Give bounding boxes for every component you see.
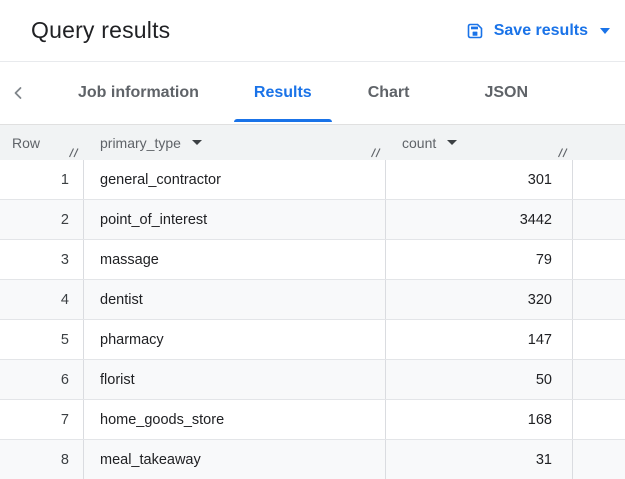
chevron-left-icon[interactable] (10, 85, 34, 101)
filler-cell (573, 160, 625, 199)
filler-cell (573, 280, 625, 319)
count-cell: 320 (386, 280, 573, 319)
page-title: Query results (31, 17, 171, 43)
column-resize-handle-icon[interactable] (557, 147, 568, 158)
column-header-count[interactable]: count (386, 125, 573, 160)
primary-type-cell: meal_takeaway (84, 440, 386, 479)
primary-type-cell: pharmacy (84, 320, 386, 359)
column-header-row-label: Row (12, 134, 41, 151)
row-number-cell: 2 (0, 200, 84, 239)
column-header-primary-type-label: primary_type (100, 134, 181, 151)
filler-cell (573, 400, 625, 439)
count-cell: 168 (386, 400, 573, 439)
row-number-cell: 4 (0, 280, 84, 319)
row-number-cell: 6 (0, 360, 84, 399)
arrow-drop-down-icon (600, 27, 610, 34)
row-number-cell: 8 (0, 440, 84, 479)
filler-cell (573, 200, 625, 239)
table-row: 4 dentist 320 (0, 280, 625, 320)
column-header-count-label: count (402, 134, 437, 151)
table-row: 8 meal_takeaway 31 (0, 440, 625, 479)
table-header-row: Row primary_type count (0, 124, 625, 160)
count-cell: 79 (386, 240, 573, 279)
table-row: 6 florist 50 (0, 360, 625, 400)
results-tab-bar: Job information Results Chart JSON (0, 62, 625, 124)
filler-cell (573, 240, 625, 279)
primary-type-cell: home_goods_store (84, 400, 386, 439)
count-cell: 50 (386, 360, 573, 399)
row-number-cell: 3 (0, 240, 84, 279)
table-row: 7 home_goods_store 168 (0, 400, 625, 440)
column-header-primary-type[interactable]: primary_type (84, 125, 386, 160)
results-table: Row primary_type count (0, 124, 625, 479)
row-number-cell: 7 (0, 400, 84, 439)
table-row: 1 general_contractor 301 (0, 160, 625, 200)
primary-type-cell: dentist (84, 280, 386, 319)
filler-cell (573, 360, 625, 399)
filler-cell (573, 320, 625, 359)
count-cell: 147 (386, 320, 573, 359)
table-body: 1 general_contractor 301 2 point_of_interest… (0, 160, 625, 479)
primary-type-cell: florist (84, 360, 386, 399)
count-cell: 301 (386, 160, 573, 199)
tab-job-information[interactable]: Job information (78, 84, 199, 101)
arrow-drop-down-icon[interactable] (191, 140, 202, 145)
save-icon (465, 21, 485, 41)
count-cell: 31 (386, 440, 573, 479)
column-resize-handle-icon[interactable] (370, 147, 381, 158)
save-results-button[interactable]: Save results (465, 21, 610, 41)
primary-type-cell: point_of_interest (84, 200, 386, 239)
row-number-cell: 5 (0, 320, 84, 359)
tab-chart[interactable]: Chart (367, 84, 410, 101)
column-header-row: Row (0, 125, 84, 160)
table-row: 2 point_of_interest 3442 (0, 200, 625, 240)
table-row: 3 massage 79 (0, 240, 625, 280)
table-row: 5 pharmacy 147 (0, 320, 625, 360)
save-results-label: Save results (493, 21, 588, 39)
primary-type-cell: massage (84, 240, 386, 279)
arrow-drop-down-icon[interactable] (447, 140, 458, 145)
count-cell: 3442 (386, 200, 573, 239)
tab-results[interactable]: Results (233, 62, 332, 124)
filler-cell (573, 440, 625, 479)
row-number-cell: 1 (0, 160, 84, 199)
tab-json[interactable]: JSON (484, 84, 529, 101)
primary-type-cell: general_contractor (84, 160, 386, 199)
column-resize-handle-icon[interactable] (68, 147, 79, 158)
column-header-filler (573, 125, 625, 160)
query-results-header: Query results Save results (0, 0, 625, 62)
